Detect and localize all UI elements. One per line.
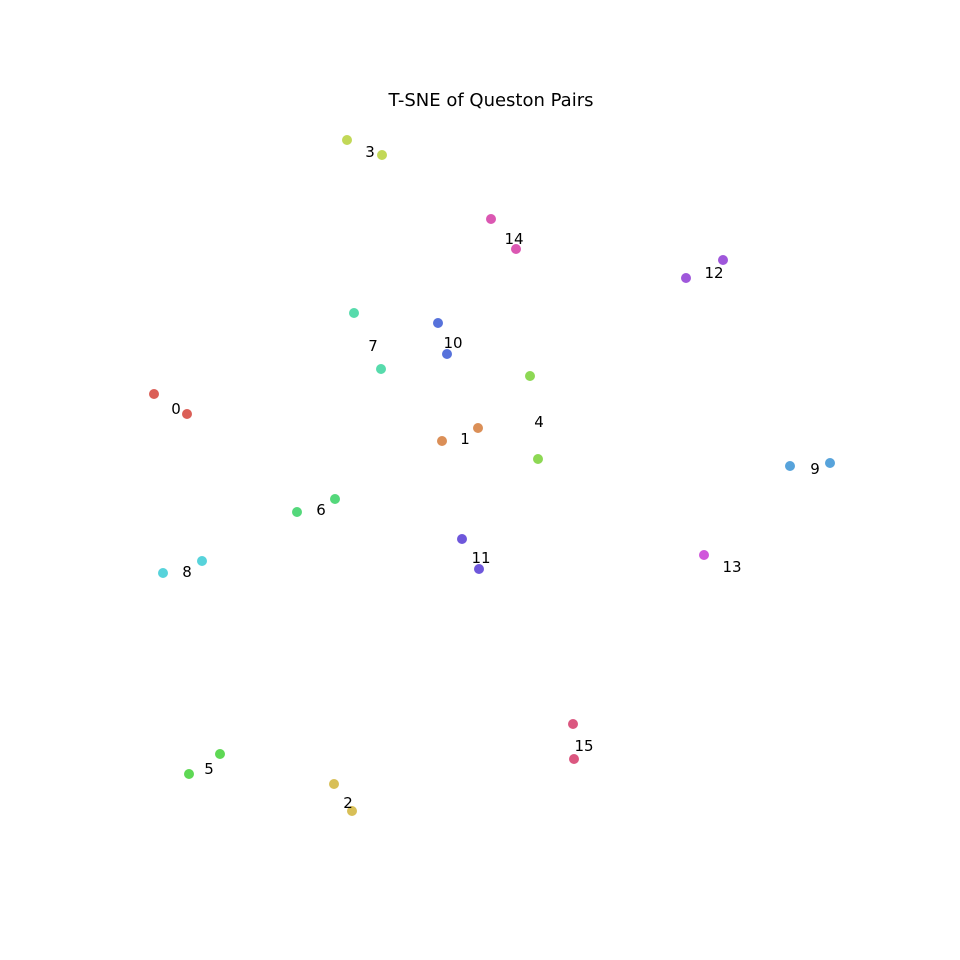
cluster-label-12: 12 <box>704 264 723 282</box>
point-cluster-14-1 <box>511 244 521 254</box>
point-cluster-3-1 <box>377 150 387 160</box>
point-cluster-5-2 <box>215 749 225 759</box>
point-cluster-10-2 <box>433 318 443 328</box>
cluster-label-13: 13 <box>722 558 741 576</box>
cluster-label-8: 8 <box>182 563 192 581</box>
point-cluster-9-1 <box>785 461 795 471</box>
cluster-label-9: 9 <box>810 460 820 478</box>
point-cluster-6-1 <box>292 507 302 517</box>
point-cluster-10-1 <box>442 349 452 359</box>
point-cluster-2-1 <box>347 806 357 816</box>
point-cluster-11-1 <box>474 564 484 574</box>
cluster-label-4: 4 <box>534 413 544 431</box>
point-cluster-12-2 <box>718 255 728 265</box>
cluster-label-7: 7 <box>368 337 378 355</box>
point-cluster-15-1 <box>569 754 579 764</box>
point-cluster-15-2 <box>568 719 578 729</box>
point-cluster-7-2 <box>349 308 359 318</box>
point-cluster-11-2 <box>457 534 467 544</box>
cluster-label-1: 1 <box>460 430 470 448</box>
point-cluster-13-1 <box>699 550 709 560</box>
cluster-label-5: 5 <box>204 760 214 778</box>
point-cluster-2-2 <box>329 779 339 789</box>
cluster-label-14: 14 <box>504 230 523 248</box>
point-cluster-5-1 <box>184 769 194 779</box>
point-cluster-6-2 <box>330 494 340 504</box>
scatter-marks <box>149 135 835 816</box>
cluster-label-6: 6 <box>316 501 326 519</box>
point-cluster-12-1 <box>681 273 691 283</box>
point-cluster-8-2 <box>197 556 207 566</box>
point-cluster-14-2 <box>486 214 496 224</box>
cluster-label-10: 10 <box>443 334 462 352</box>
point-cluster-0-1 <box>182 409 192 419</box>
cluster-label-2: 2 <box>343 794 353 812</box>
point-cluster-1-2 <box>473 423 483 433</box>
point-cluster-0-2 <box>149 389 159 399</box>
cluster-label-0: 0 <box>171 400 181 418</box>
point-cluster-9-2 <box>825 458 835 468</box>
cluster-label-3: 3 <box>365 143 375 161</box>
point-cluster-8-1 <box>158 568 168 578</box>
chart-title: T-SNE of Queston Pairs <box>388 90 594 111</box>
point-cluster-3-2 <box>342 135 352 145</box>
cluster-label-11: 11 <box>471 549 490 567</box>
point-cluster-7-1 <box>376 364 386 374</box>
point-cluster-1-1 <box>437 436 447 446</box>
point-cluster-4-2 <box>525 371 535 381</box>
point-cluster-4-1 <box>533 454 543 464</box>
cluster-label-15: 15 <box>574 737 593 755</box>
